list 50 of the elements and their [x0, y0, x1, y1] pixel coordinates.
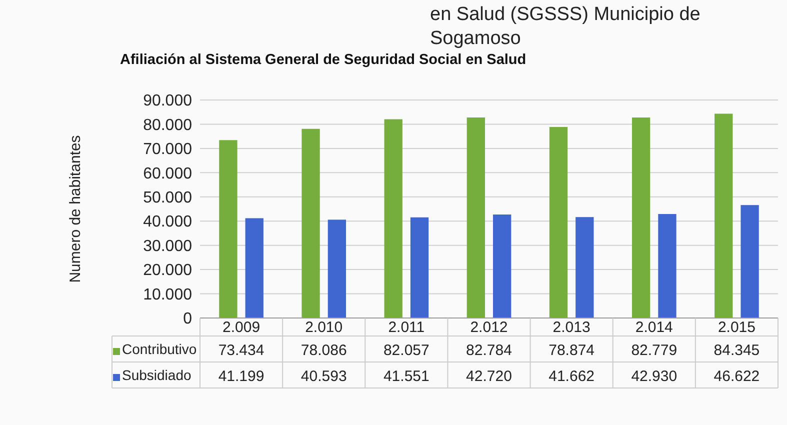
bar	[219, 140, 238, 318]
data-label: 42.930	[631, 368, 678, 385]
data-label: 78.874	[548, 342, 595, 359]
y-tick-label: 90.000	[143, 92, 192, 110]
legend-key: Contributivo	[113, 341, 197, 357]
x-tick-label: 2.010	[305, 319, 343, 336]
y-tick-label: 80.000	[143, 116, 192, 134]
y-tick-label: 10.000	[143, 286, 192, 304]
data-label: 82.784	[466, 342, 512, 359]
data-label: 82.779	[631, 342, 678, 359]
bar	[410, 217, 429, 318]
y-tick-label: 60.000	[143, 165, 192, 182]
x-tick-label: 2.012	[470, 319, 508, 336]
data-label: 40.593	[300, 368, 347, 385]
bar	[245, 218, 264, 318]
bar	[576, 217, 594, 318]
bar	[632, 117, 650, 318]
legend-key: Subsidiado	[113, 367, 192, 383]
x-tick-label: 2.013	[552, 319, 590, 336]
x-tick-label: 2.009	[222, 319, 260, 336]
text: en Salud (SGSSS) Municipio de Sogamoso	[430, 4, 700, 49]
y-tick-label: 70.000	[143, 141, 192, 158]
data-label: 82.057	[383, 342, 430, 359]
data-label: 41.199	[218, 368, 264, 385]
bar	[302, 128, 320, 318]
bar	[658, 214, 676, 318]
data-label: 78.086	[300, 342, 347, 359]
bar	[493, 214, 512, 318]
x-tick-label: 2.015	[718, 319, 756, 336]
data-label: 84.345	[714, 342, 760, 359]
y-axis-title: Numero de habitantes	[67, 135, 84, 283]
y-tick-label: 50.000	[143, 189, 192, 206]
y-tick-label: 20.000	[143, 262, 192, 280]
data-label: 42.720	[466, 368, 512, 385]
data-label: 46.622	[714, 368, 760, 385]
bar	[328, 220, 346, 318]
bar	[740, 205, 759, 318]
bar	[549, 126, 568, 318]
bar	[714, 114, 733, 318]
x-tick-label: 2.011	[388, 319, 425, 336]
x-tick-label: 2.014	[635, 319, 673, 336]
bar	[384, 119, 402, 318]
y-tick-label: 0	[183, 310, 192, 328]
y-tick-label: 30.000	[143, 238, 192, 255]
data-label: 41.551	[383, 368, 430, 385]
data-label: 41.662	[548, 368, 595, 385]
bar	[466, 117, 485, 318]
y-tick-label: 40.000	[143, 214, 192, 231]
data-label: 73.434	[218, 342, 264, 359]
chart-title: Afiliación al Sistema General de Seguridad Social en Salud	[120, 52, 526, 68]
